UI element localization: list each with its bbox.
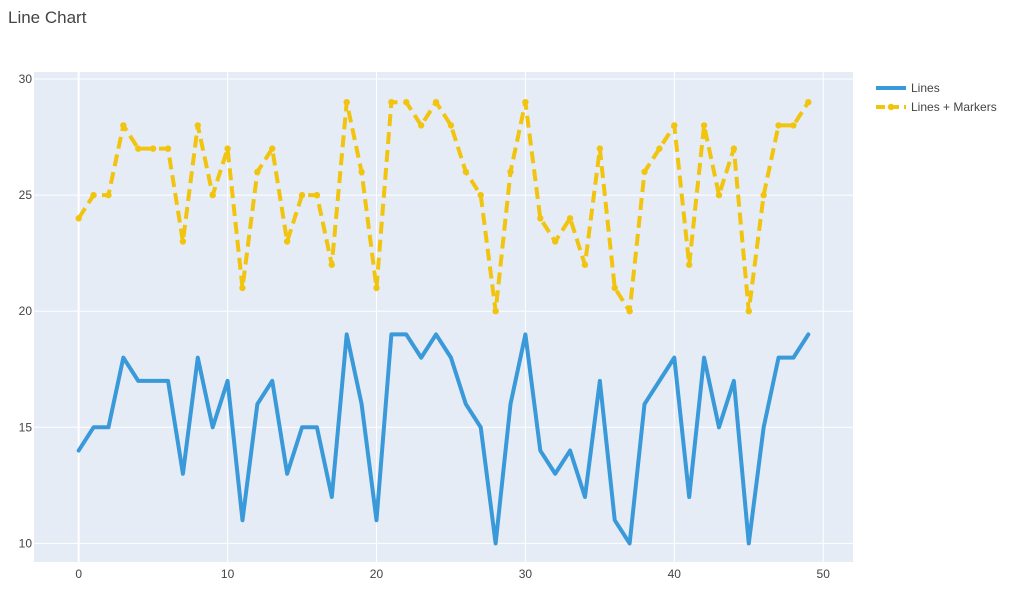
data-point [760,191,767,199]
data-point [641,168,648,176]
data-point [75,215,82,222]
tick-labels: 0 10 20 30 40 50 10 15 20 25 30 [19,72,831,581]
chart-title: Line Chart [8,8,87,27]
data-point [805,98,812,106]
data-point [656,145,663,152]
data-point [105,191,112,199]
series-layer [75,98,812,546]
data-point [417,122,425,129]
data-point [343,98,350,106]
legend[interactable]: Lines Lines + Markers [876,81,997,114]
data-point [358,168,365,176]
data-point [700,122,708,129]
x-tick-label: 30 [519,567,533,581]
data-point [224,145,231,152]
data-point [149,145,157,152]
data-point [790,122,797,129]
data-point [626,307,633,315]
data-point [388,98,395,106]
data-point [477,191,484,199]
data-point [120,122,127,129]
data-point [522,98,529,106]
data-point [403,98,410,106]
x-tick-label: 10 [221,567,235,581]
y-tick-label: 10 [19,536,33,550]
data-point [135,145,142,152]
series-line [76,332,811,546]
data-point [209,191,216,199]
data-point [313,191,321,199]
plot-area [34,72,853,562]
data-point [686,261,693,268]
legend-item[interactable]: Lines + Markers [876,100,997,114]
data-point [462,168,470,176]
series-2 [75,98,812,315]
data-point [551,238,559,245]
data-point [194,122,201,129]
x-tick-label: 50 [817,567,831,581]
data-point [537,215,544,222]
data-point [581,261,589,268]
data-point [283,238,291,245]
legend-item[interactable]: Lines [876,81,940,95]
data-point [90,191,97,199]
data-point [775,122,782,129]
legend-label: Lines [911,81,940,95]
x-tick-label: 20 [370,567,384,581]
data-point [596,145,604,152]
data-point [254,168,261,176]
data-point [179,238,187,245]
data-point [671,122,678,129]
y-tick-label: 30 [19,72,33,86]
data-point [328,261,336,268]
x-tick-label: 0 [75,567,82,581]
data-point [566,215,574,222]
data-point [730,145,738,152]
data-point [715,191,723,199]
data-point [492,307,499,315]
y-tick-label: 20 [19,304,33,318]
series-1 [76,332,811,546]
x-tick-label: 40 [668,567,682,581]
legend-marker [887,103,895,111]
y-tick-label: 25 [19,188,33,202]
data-point [298,191,306,199]
data-point [432,98,440,106]
data-point [507,168,514,176]
data-point [269,145,276,152]
y-tick-label: 15 [19,420,33,434]
data-point [373,284,380,292]
legend-label: Lines + Markers [911,100,997,114]
data-point [611,284,618,292]
data-point [447,122,455,129]
data-point [239,284,246,292]
data-point [164,145,172,152]
data-point [745,307,752,315]
